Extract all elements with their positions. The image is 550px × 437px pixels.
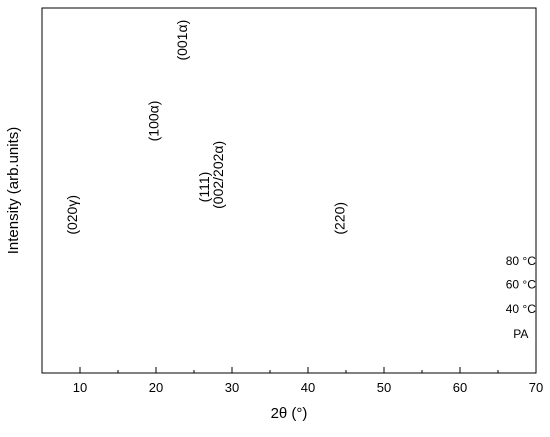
axes-layer: [41, 7, 537, 374]
x-tick-label-4: 50: [377, 380, 391, 395]
x-tick-label-3: 40: [301, 380, 315, 395]
labels-layer: 10 20 30 40 50 60 70 2θ (°) Intensity (arb.units…: [5, 20, 543, 422]
y-axis-title: Intensity (arb.units): [5, 127, 22, 255]
peak-label-3: (111): [196, 172, 212, 203]
peak-label-1: (100α): [145, 101, 161, 142]
x-axis-title: 2θ (°): [271, 405, 308, 422]
x-tick-label-5: 60: [453, 380, 467, 395]
plot-frame: [41, 7, 537, 374]
peak-label-5: (220): [331, 202, 347, 235]
peak-label-2: (001α): [174, 20, 190, 61]
x-tick-label-2: 30: [225, 380, 239, 395]
series-label-0: 80 °C: [506, 254, 536, 268]
peak-label-0: (020γ): [64, 195, 80, 235]
x-tick-label-6: 70: [529, 380, 543, 395]
x-tick-label-0: 10: [73, 380, 87, 395]
peak-label-4: (002/202α): [210, 141, 226, 209]
series-label-1: 60 °C: [506, 278, 536, 292]
x-tick-label-1: 20: [149, 380, 163, 395]
series-label-3: PA: [513, 327, 528, 341]
series-label-2: 40 °C: [506, 302, 536, 316]
